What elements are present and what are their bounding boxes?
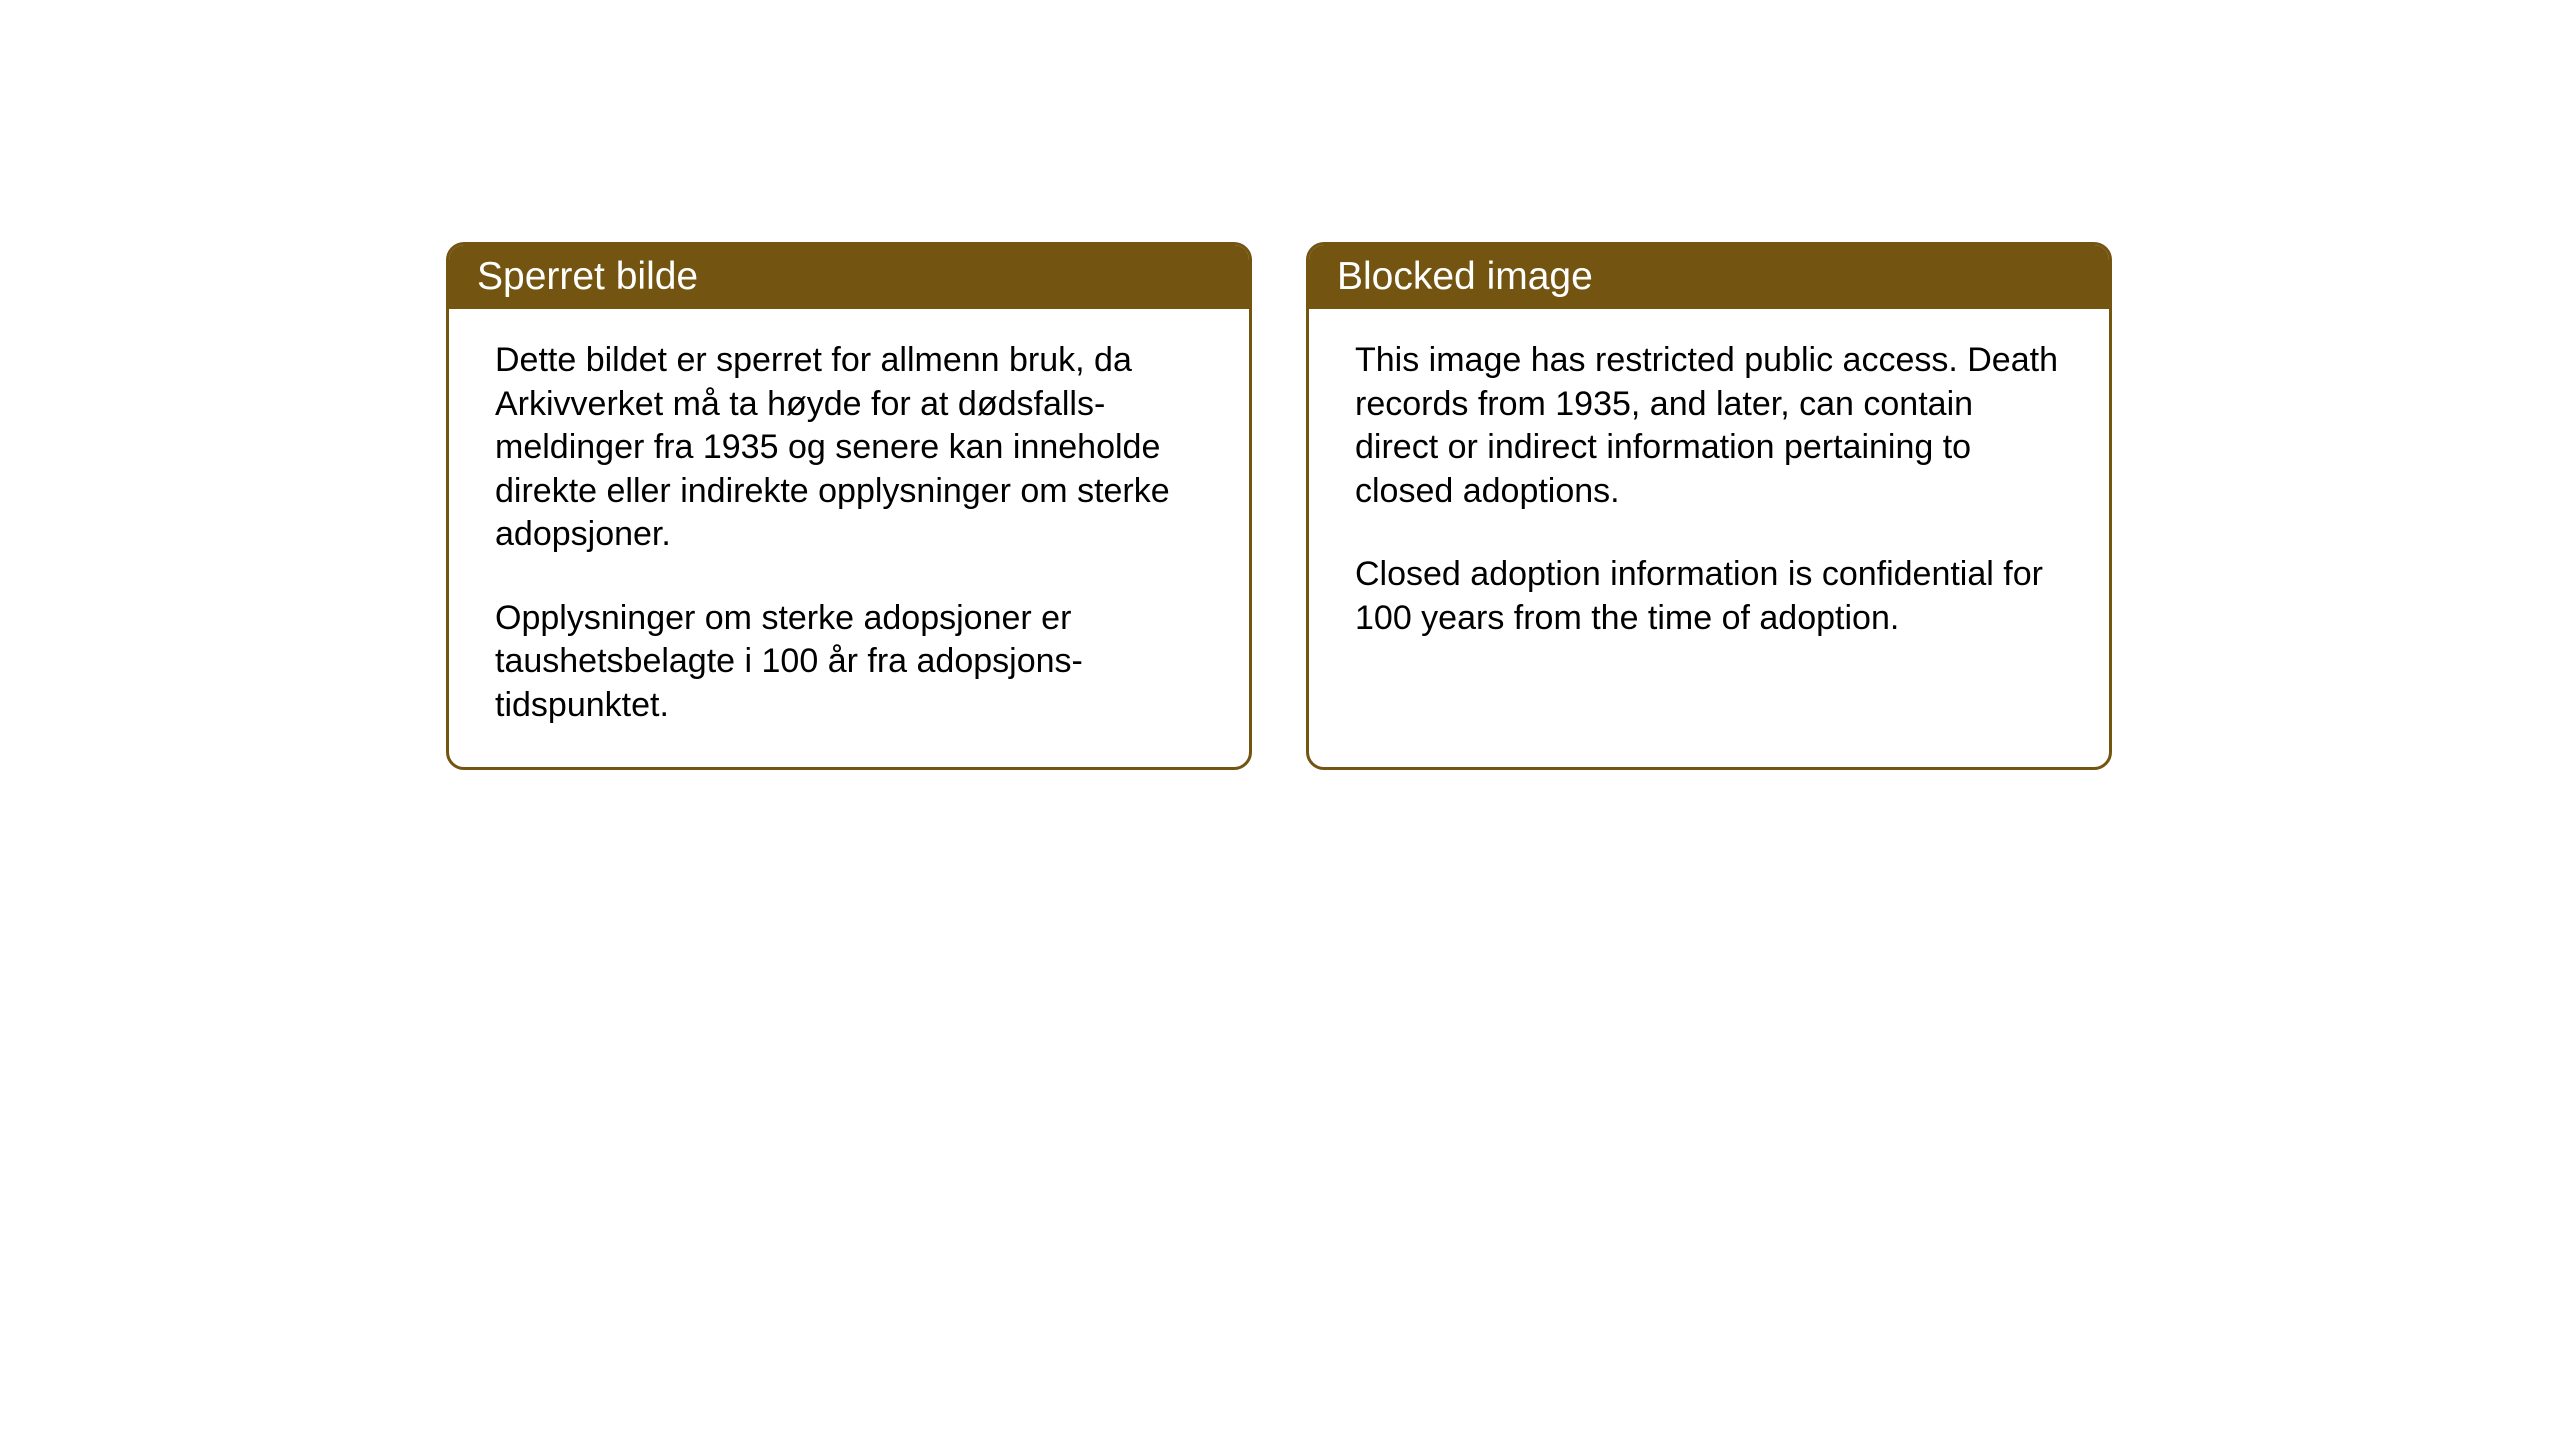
card-title-norwegian: Sperret bilde [477, 255, 698, 298]
card-paragraph1-english: This image has restricted public access.… [1355, 339, 2063, 513]
card-paragraph2-english: Closed adoption information is confident… [1355, 553, 2063, 640]
card-paragraph1-norwegian: Dette bildet er sperret for allmenn bruk… [495, 339, 1203, 557]
card-header-norwegian: Sperret bilde [449, 245, 1249, 309]
card-header-english: Blocked image [1309, 245, 2109, 309]
card-body-english: This image has restricted public access.… [1309, 309, 2109, 680]
card-title-english: Blocked image [1337, 255, 1593, 298]
card-body-norwegian: Dette bildet er sperret for allmenn bruk… [449, 309, 1249, 767]
card-paragraph2-norwegian: Opplysninger om sterke adopsjoner er tau… [495, 597, 1203, 728]
cards-container: Sperret bilde Dette bildet er sperret fo… [446, 242, 2112, 770]
card-norwegian: Sperret bilde Dette bildet er sperret fo… [446, 242, 1252, 770]
card-english: Blocked image This image has restricted … [1306, 242, 2112, 770]
